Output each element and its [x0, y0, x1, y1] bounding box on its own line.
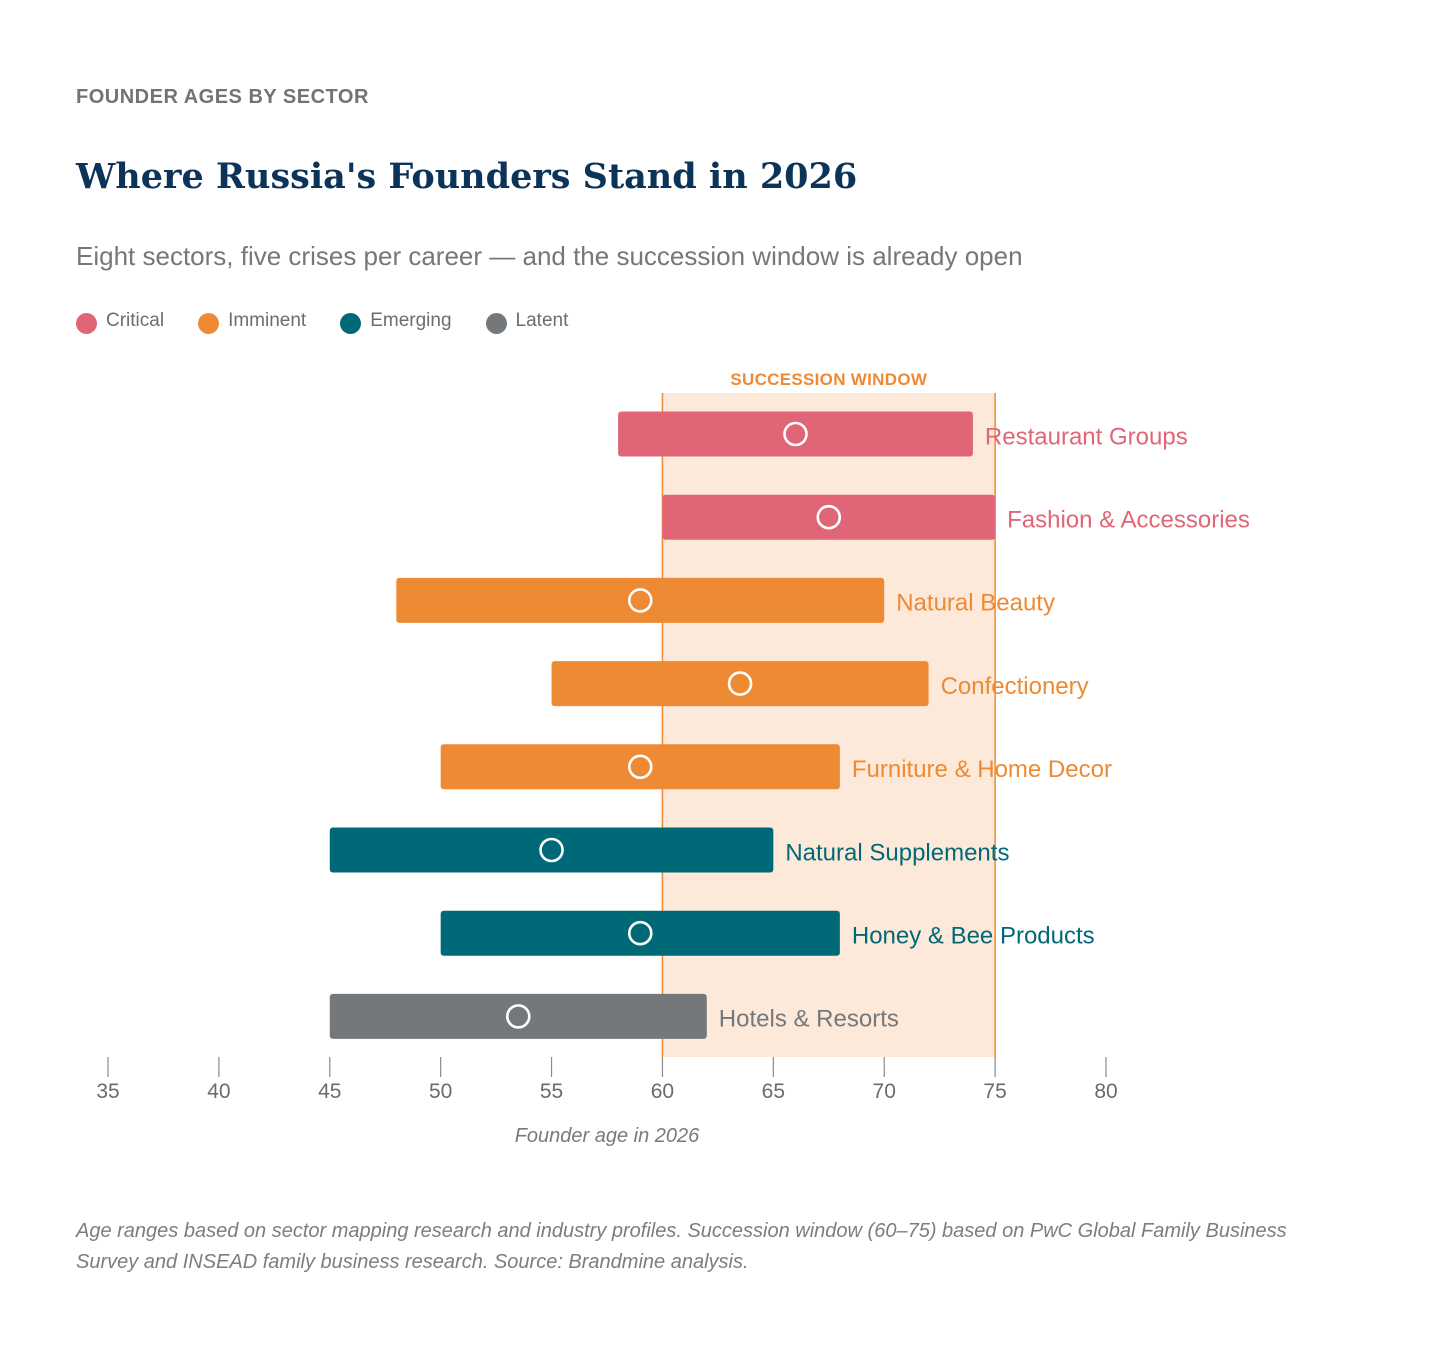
range-chart: SUCCESSION WINDOW Restaurant Groups Fashio…	[96, 370, 1250, 1147]
marker-natural-supplements	[539, 837, 564, 863]
legend-label-emerging: Emerging	[370, 310, 452, 331]
succession-window-band	[662, 393, 996, 1057]
legend-label-imminent: Imminent	[228, 310, 307, 331]
bar-label-hotels-resorts: Hotels & Resorts	[719, 1006, 899, 1033]
legend-swatch-critical	[76, 312, 97, 334]
chart-subtitle: Eight sectors, five crises per career — …	[76, 241, 1023, 271]
bar-label-fashion-accessories: Fashion & Accessories	[1007, 507, 1250, 534]
x-tick-label-75: 75	[983, 1080, 1006, 1103]
range-bar-confectionery	[551, 661, 929, 707]
bar-label-furniture-home-decor: Furniture & Home Decor	[852, 756, 1112, 783]
legend-swatch-latent	[485, 312, 507, 334]
range-bar-honey-bee-products	[440, 910, 840, 956]
marker-restaurant-groups	[783, 421, 808, 447]
legend-swatch-imminent	[198, 312, 220, 334]
marker-furniture-home-decor	[627, 754, 653, 780]
legend-label-latent: Latent	[515, 310, 569, 331]
bar-label-honey-bee-products: Honey & Bee Products	[852, 923, 1095, 950]
x-tick-label-50: 50	[429, 1080, 452, 1103]
bar-label-restaurant-groups: Restaurant Groups	[985, 423, 1188, 450]
range-bar-restaurant-groups	[618, 411, 973, 457]
x-tick-label-55: 55	[540, 1080, 563, 1103]
x-tick-label-65: 65	[762, 1080, 785, 1103]
chart-legend: Critical Imminent Emerging Latent	[76, 310, 602, 334]
marker-confectionery	[727, 671, 753, 696]
chart-footnote: Age ranges based on sector mapping resea…	[76, 1220, 1287, 1273]
x-tick-label-60: 60	[651, 1080, 674, 1103]
legend-swatch-emerging	[340, 312, 362, 334]
x-tick-label-70: 70	[873, 1080, 896, 1103]
range-bar-fashion-accessories	[662, 494, 996, 540]
succession-window-label: SUCCESSION WINDOW	[730, 370, 927, 389]
x-tick-label-35: 35	[96, 1080, 119, 1103]
range-bar-hotels-resorts	[329, 993, 707, 1039]
legend-label-critical: Critical	[106, 310, 165, 331]
marker-hotels-resorts	[505, 1004, 531, 1029]
bar-label-confectionery: Confectionery	[941, 673, 1089, 700]
marker-natural-beauty	[627, 588, 653, 613]
x-tick-label-80: 80	[1094, 1080, 1117, 1103]
range-bar-natural-supplements	[329, 827, 774, 873]
x-tick-label-45: 45	[318, 1080, 341, 1103]
legend-item-latent: Latent	[485, 310, 569, 334]
range-bar-furniture-home-decor	[440, 744, 840, 790]
x-axis-title: Founder age in 2026	[515, 1125, 700, 1147]
legend-item-critical: Critical	[76, 310, 165, 334]
marker-fashion-accessories	[816, 504, 842, 530]
x-tick-label-40: 40	[207, 1080, 230, 1103]
legend-item-emerging: Emerging	[340, 310, 452, 334]
legend-item-imminent: Imminent	[198, 310, 307, 334]
bar-label-natural-beauty: Natural Beauty	[896, 590, 1055, 617]
range-bar-natural-beauty	[396, 577, 885, 623]
chart-eyebrow: FOUNDER AGES BY SECTOR	[76, 86, 369, 108]
chart-title: Where Russia's Founders Stand in 2026	[76, 156, 858, 197]
bar-label-natural-supplements: Natural Supplements	[785, 839, 1009, 866]
marker-honey-bee-products	[627, 920, 653, 946]
